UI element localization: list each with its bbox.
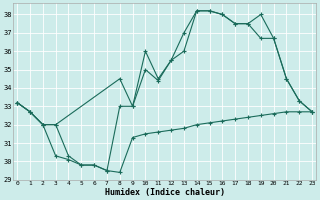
X-axis label: Humidex (Indice chaleur): Humidex (Indice chaleur) <box>105 188 225 197</box>
